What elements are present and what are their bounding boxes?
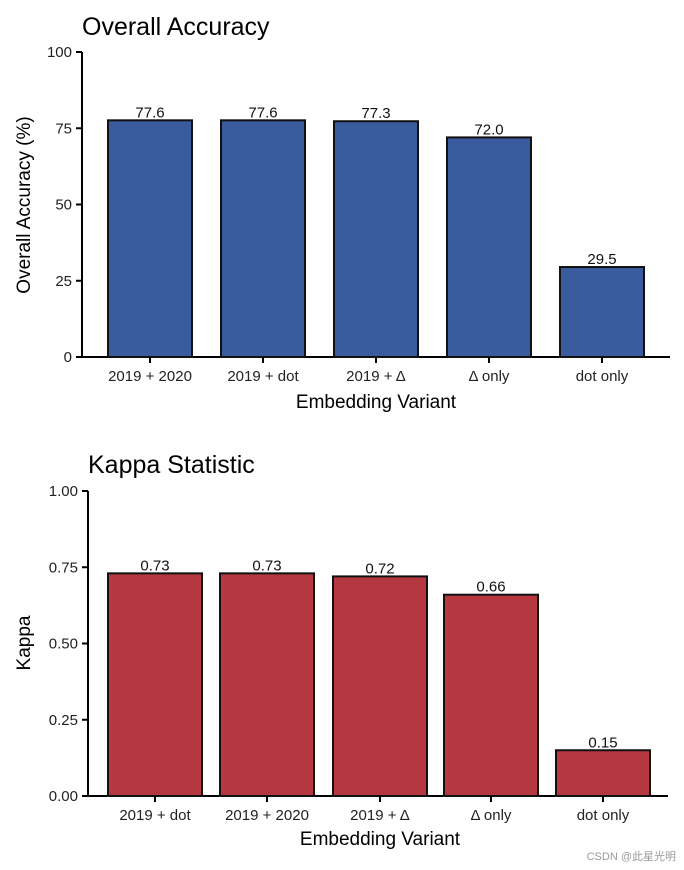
kappa-chart: Kappa Statistic Kappa Embedding Variant … — [14, 451, 668, 850]
accuracy-bar — [107, 119, 193, 358]
kappa-marks: 0.00 0.25 0.50 0.75 1.00 0.73 2019 + dot 0.73 20… — [49, 483, 651, 824]
kappa-bar — [443, 593, 539, 798]
kappa-y-tick-label: 0.75 — [49, 559, 78, 576]
accuracy-x-tick-label: 2019 + dot — [227, 368, 299, 385]
kappa-x-tick-label: dot only — [577, 807, 630, 824]
accuracy-data-label: 77.6 — [135, 104, 164, 121]
kappa-y-tick-label: 0.00 — [49, 788, 78, 805]
kappa-y-tick-label: 1.00 — [49, 483, 78, 500]
accuracy-data-label: 77.3 — [361, 105, 390, 122]
accuracy-x-tick-label: 2019 + Δ — [346, 368, 406, 385]
kappa-data-label: 0.15 — [588, 734, 617, 751]
kappa-bar — [219, 572, 315, 797]
watermark: CSDN @此星光明 — [586, 851, 676, 863]
kappa-bar — [332, 575, 428, 798]
accuracy-y-tick-label: 0 — [64, 349, 72, 366]
accuracy-y-tick-label: 50 — [55, 197, 72, 214]
accuracy-data-label: 77.6 — [248, 104, 277, 121]
accuracy-marks: 0 25 50 75 100 77.6 2019 + 2020 77.6 2019 + dot 7… — [47, 44, 645, 385]
accuracy-x-tick-label: dot only — [576, 368, 629, 385]
accuracy-x-tick-label: Δ only — [469, 368, 510, 385]
kappa-data-label: 0.73 — [252, 557, 281, 574]
kappa-x-tick-label: 2019 + dot — [119, 807, 191, 824]
kappa-data-label: 0.73 — [140, 557, 169, 574]
accuracy-chart-title: Overall Accuracy — [82, 13, 270, 41]
kappa-bar — [107, 572, 203, 797]
kappa-data-label: 0.66 — [476, 579, 505, 596]
accuracy-bar — [559, 266, 645, 358]
kappa-chart-title: Kappa Statistic — [88, 451, 255, 479]
accuracy-y-axis-title: Overall Accuracy (%) — [14, 116, 35, 293]
kappa-bar — [555, 749, 651, 797]
accuracy-y-tick-label: 75 — [55, 120, 72, 137]
kappa-y-tick-label: 0.25 — [49, 712, 78, 729]
accuracy-data-label: 72.0 — [474, 121, 503, 138]
accuracy-bar — [220, 119, 306, 358]
kappa-data-label: 0.72 — [365, 560, 394, 577]
accuracy-x-axis-title: Embedding Variant — [296, 392, 457, 413]
kappa-x-tick-label: 2019 + 2020 — [225, 807, 309, 824]
accuracy-bar — [446, 136, 532, 358]
accuracy-data-label: 29.5 — [587, 251, 616, 268]
kappa-x-tick-label: 2019 + Δ — [350, 807, 410, 824]
kappa-x-tick-label: Δ only — [471, 807, 512, 824]
accuracy-y-tick-label: 25 — [55, 273, 72, 290]
kappa-y-tick-label: 0.50 — [49, 636, 78, 653]
accuracy-bar — [333, 120, 419, 358]
accuracy-x-tick-label: 2019 + 2020 — [108, 368, 192, 385]
accuracy-chart: Overall Accuracy Overall Accuracy (%) Em… — [14, 13, 670, 413]
kappa-y-axis-title: Kappa — [14, 615, 35, 670]
kappa-x-axis-title: Embedding Variant — [300, 829, 461, 850]
accuracy-y-tick-label: 100 — [47, 44, 72, 61]
